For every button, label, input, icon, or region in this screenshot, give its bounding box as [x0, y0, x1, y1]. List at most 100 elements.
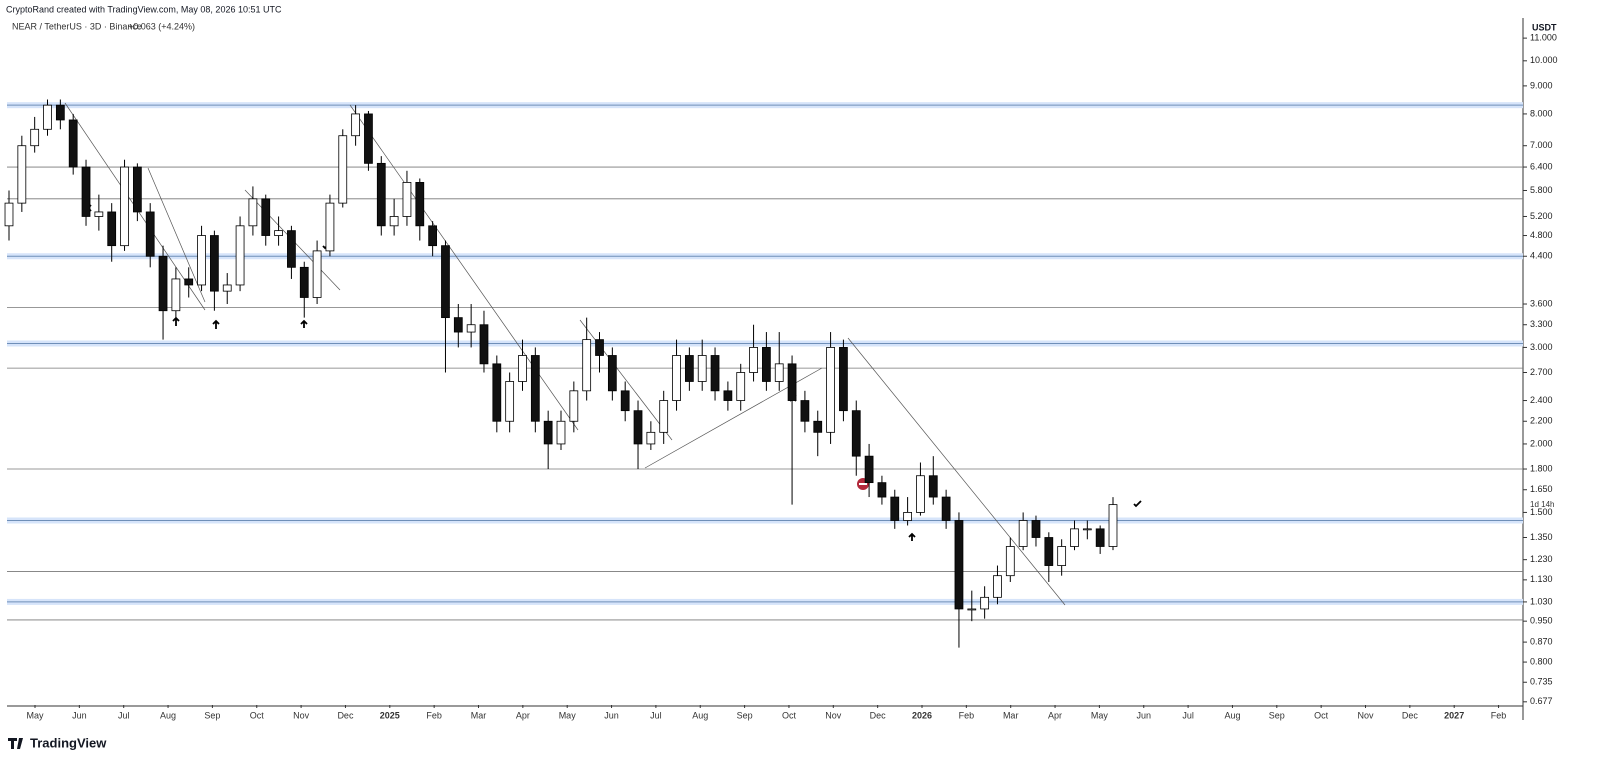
x-tick-label: Dec	[870, 710, 887, 720]
x-tick-label: Mar	[471, 710, 487, 720]
y-tick-label: 2.000	[1530, 438, 1553, 448]
candle-body	[402, 182, 412, 217]
candle-body	[1018, 520, 1028, 547]
candle-body	[120, 166, 129, 247]
candle-body	[607, 355, 617, 392]
candle-body	[222, 284, 232, 292]
candle-body	[466, 324, 476, 333]
x-tick-label: Jun	[604, 710, 619, 720]
candle-body	[68, 119, 78, 168]
symbol-title: NEAR / TetherUS · 3D · Binance	[12, 21, 142, 31]
drawings	[64, 102, 1066, 606]
x-tick-label: Aug	[1224, 710, 1240, 720]
candle-body	[505, 381, 515, 422]
trendline	[579, 319, 673, 441]
candle-body	[582, 339, 592, 392]
candle-body	[43, 104, 52, 130]
candles	[4, 99, 1118, 648]
y-tick-label: 4.800	[1530, 230, 1553, 240]
zone	[7, 517, 1523, 524]
zone	[7, 102, 1523, 109]
candle-body	[620, 390, 630, 412]
trendline	[847, 337, 1066, 606]
candle-body	[197, 235, 206, 286]
x-tick-label: Nov	[293, 710, 310, 720]
candle-body	[1070, 528, 1079, 547]
candle-body	[30, 128, 40, 147]
candle-body	[55, 104, 65, 121]
x-tick-label: Feb	[959, 710, 975, 720]
candle-body	[338, 135, 348, 204]
zone	[7, 253, 1523, 260]
candle-body	[684, 355, 694, 382]
candle-body	[415, 182, 425, 227]
y-tick-label: 1.130	[1530, 574, 1553, 584]
candle-body	[376, 162, 386, 227]
y-tick-label: 3.300	[1530, 319, 1553, 329]
y-tick-label: 1.030	[1530, 596, 1553, 606]
zone	[7, 598, 1523, 605]
candle-body	[762, 347, 771, 382]
stop-icon-bar	[859, 483, 867, 485]
trendline	[147, 167, 206, 303]
candle-body	[17, 145, 27, 204]
y-tick-label: 3.000	[1530, 342, 1553, 352]
candle-body	[569, 390, 579, 422]
x-tick-label: May	[26, 710, 44, 720]
y-tick-label: 0.677	[1530, 696, 1553, 706]
candle-body	[736, 372, 746, 401]
candle-body	[312, 250, 322, 298]
candle-body	[864, 455, 874, 484]
y-tick-label: 5.800	[1530, 185, 1553, 195]
y-tick-label: 0.870	[1530, 636, 1553, 646]
x-tick-label: Apr	[1048, 710, 1062, 720]
up-arrow	[172, 316, 180, 326]
up-arrow	[212, 319, 220, 329]
candle-body	[851, 410, 861, 457]
x-tick-label: Nov	[1357, 710, 1374, 720]
candle-body	[530, 355, 540, 422]
candle-body	[903, 512, 912, 521]
x-tick-label: Feb	[426, 710, 442, 720]
y-tick-label: 1.800	[1530, 463, 1553, 473]
x-tick-label: Jun	[72, 710, 87, 720]
candle-body	[351, 113, 360, 137]
y-tick-label: 1.230	[1530, 554, 1553, 564]
trendline	[349, 104, 579, 431]
x-tick-label: May	[1091, 710, 1109, 720]
candle-body	[543, 420, 553, 445]
x-tick-label: Oct	[782, 710, 797, 720]
x-tick-label: 2026	[912, 710, 932, 720]
candle-body	[877, 482, 887, 498]
candle-body	[800, 400, 810, 422]
candle-body	[492, 363, 502, 422]
y-tick-label: 1.350	[1530, 532, 1553, 542]
candle-body	[1005, 546, 1015, 577]
x-tick-label: Feb	[1491, 710, 1507, 720]
x-tick-label: Sep	[1269, 710, 1285, 720]
x-tick-label: Dec	[1402, 710, 1419, 720]
x-tick-label: Oct	[250, 710, 265, 720]
y-tick-label: 0.950	[1530, 616, 1553, 626]
y-tick-label: 1.650	[1530, 484, 1553, 494]
candle-body	[261, 198, 271, 236]
candle-body	[325, 202, 335, 252]
x-tick-label: Aug	[160, 710, 176, 720]
candle-body	[646, 431, 656, 445]
candle-body	[749, 347, 758, 373]
y-tick-label: 7.000	[1530, 140, 1553, 150]
y-tick-label: 0.800	[1530, 656, 1553, 666]
x-tick-label: Oct	[1314, 710, 1329, 720]
candle-body	[94, 211, 104, 217]
candle-body	[364, 113, 373, 164]
x-tick-label: Sep	[737, 710, 753, 720]
candle-body	[941, 496, 951, 521]
candle-body	[287, 230, 296, 268]
x-tick-label: Mar	[1003, 710, 1019, 720]
candle-body	[710, 355, 720, 392]
candle-body	[235, 225, 245, 286]
candle-body	[428, 225, 438, 247]
x-tick-label: Sep	[204, 710, 220, 720]
up-arrow	[300, 319, 308, 328]
